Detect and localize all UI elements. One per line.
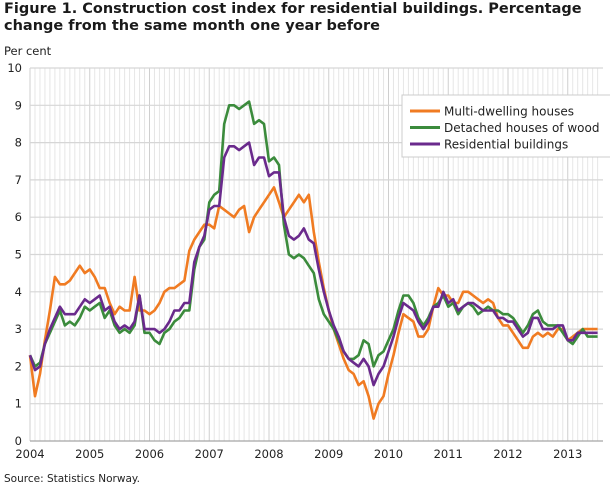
y-tick-label: 8 (15, 136, 22, 150)
y-tick-label: 7 (15, 173, 22, 187)
y-tick-label: 9 (15, 98, 22, 112)
legend-label: Detached houses of wood (444, 121, 599, 135)
y-tick-label: 1 (15, 397, 22, 411)
y-tick-label: 4 (15, 285, 22, 299)
source-note: Source: Statistics Norway. (4, 473, 140, 485)
chart-title: Figure 1. Construction cost index for re… (4, 1, 582, 34)
series-line-detached-houses-of-wood (28, 100, 598, 368)
x-tick-label: 2013 (553, 447, 582, 461)
x-tick-label: 2009 (314, 447, 343, 461)
legend-label: Multi-dwelling houses (444, 105, 574, 119)
y-tick-label: 5 (15, 248, 22, 262)
legend-label: Residential buildings (444, 138, 568, 152)
y-tick-label: 10 (7, 61, 22, 75)
x-tick-label: 2006 (135, 447, 164, 461)
x-tick-label: 2005 (75, 447, 104, 461)
y-tick-label: 2 (15, 359, 22, 373)
y-tick-label: 6 (15, 210, 22, 224)
x-tick-label: 2007 (195, 447, 224, 461)
x-tick-label: 2012 (493, 447, 522, 461)
y-axis-label: Per cent (4, 44, 52, 58)
x-tick-label: 2008 (254, 447, 283, 461)
x-tick-label: 2010 (374, 447, 403, 461)
series-line-residential-buildings (28, 141, 598, 387)
series-line-multi-dwelling-houses (28, 186, 598, 420)
y-tick-label: 0 (15, 434, 22, 448)
y-tick-label: 3 (15, 322, 22, 336)
x-tick-label: 2011 (434, 447, 463, 461)
x-tick-label: 2004 (15, 447, 44, 461)
